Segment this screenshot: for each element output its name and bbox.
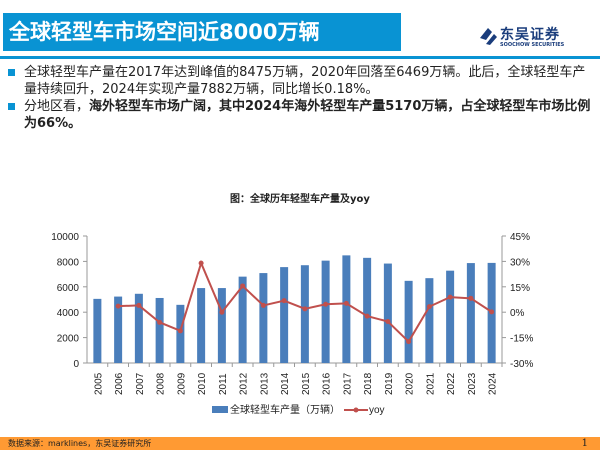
x-tick-label: 2012 [239,372,250,395]
bar-2016 [321,260,330,363]
yoy-point-2014 [281,298,287,304]
bar-2017 [342,255,351,363]
yoy-point-2009 [177,328,183,334]
bullet-text: 全球轻型车产量在2017年达到峰值的8475万辆，2020年回落至6469万辆。… [24,65,586,97]
bullet-square-icon [8,103,15,110]
x-tick-label: 2024 [488,372,499,395]
x-tick-label: 2019 [384,372,395,395]
yoy-point-2023 [468,295,474,301]
bar-2005 [93,298,102,363]
header-divider [0,56,600,59]
yoy-point-2012 [240,283,246,289]
bullet-bold-text: 海外轻型车市场广阔，其中2024年海外轻型车产量5170万辆，占全球轻型车市场比… [24,99,591,131]
x-tick-label: 2007 [135,372,146,395]
page-title: 全球轻型车市场空间近8000万辆 [3,13,401,51]
data-source: 数据来源：marklines，东吴证券研究所 [8,439,152,448]
x-tick-label: 2014 [280,372,291,395]
x-tick-label: 2013 [259,372,270,395]
bullet-2: 分地区看，海外轻型车市场广阔，其中2024年海外轻型车产量5170万辆，占全球轻… [6,98,596,132]
legend-line-label: yoy [369,405,385,416]
x-tick-label: 2010 [197,372,208,395]
soochow-logo: 东吴证券 SOOCHOW SECURITIES [478,24,593,50]
right-tick-label: 30% [510,257,530,268]
bar-2014 [280,267,289,363]
yoy-point-2024 [489,309,495,315]
right-tick-label: -30% [510,359,533,370]
x-tick-label: 2017 [342,372,353,395]
bar-2012 [238,276,247,363]
left-tick-label: 6000 [57,283,80,294]
bar-2013 [259,273,268,363]
footer: 数据来源：marklines，东吴证券研究所 1 [0,437,600,450]
bar-2006 [114,296,123,363]
page-number: 1 [581,438,588,449]
x-tick-label: 2006 [114,372,125,395]
bar-2018 [363,257,372,363]
yoy-point-2016 [323,301,329,307]
yoy-point-2008 [157,319,163,325]
logo-cn: 东吴证券 [500,27,560,43]
yoy-point-2019 [385,319,391,325]
left-tick-label: 0 [73,359,79,370]
legend-bar-swatch [212,406,228,413]
yoy-point-2018 [364,313,370,319]
x-tick-label: 2018 [363,372,374,395]
bullet-1: 全球轻型车产量在2017年达到峰值的8475万辆，2020年回落至6469万辆。… [6,64,596,98]
x-tick-label: 2016 [322,372,333,395]
bar-2020 [404,280,413,363]
bullet-text: 分地区看， [24,99,90,114]
x-tick-label: 2020 [405,372,416,395]
bar-2010 [197,288,206,363]
bar-2015 [300,265,309,363]
bar-2019 [383,263,392,363]
x-tick-label: 2015 [301,372,312,395]
yoy-point-2007 [136,302,142,308]
bar-2011 [217,288,226,363]
left-tick-label: 2000 [57,334,80,345]
legend-bar-label: 全球轻型车产量（万辆） [230,403,340,416]
yoy-point-2006 [115,303,121,309]
left-tick-label: 8000 [57,257,80,268]
left-tick-label: 10000 [51,232,79,243]
x-tick-label: 2021 [425,372,436,395]
bar-2007 [134,293,143,363]
x-tick-label: 2009 [176,372,187,395]
bar-2021 [425,278,434,363]
chart-title: 图：全球历年轻型车产量及yoy [230,194,370,205]
x-tick-label: 2008 [156,372,167,395]
left-tick-label: 4000 [57,308,80,319]
logo-en: SOOCHOW SECURITIES [500,42,565,48]
legend-line-marker [353,407,359,413]
yoy-point-2017 [343,300,349,306]
logo-mark-icon [480,28,497,45]
right-tick-label: 15% [510,283,530,294]
right-tick-label: 0% [510,308,525,319]
yoy-point-2013 [260,302,266,308]
bullet-square-icon [8,69,15,76]
yoy-point-2020 [406,339,412,345]
right-tick-label: 45% [510,232,530,243]
right-tick-label: -15% [510,334,533,345]
yoy-point-2015 [302,306,308,312]
x-tick-label: 2005 [93,372,104,395]
yoy-point-2010 [198,260,204,266]
yoy-point-2021 [426,304,432,310]
yoy-point-2011 [219,309,225,315]
bar-2009 [176,304,185,363]
x-tick-label: 2011 [218,373,229,395]
x-tick-label: 2022 [446,372,457,395]
bar-2022 [446,270,455,363]
bar-2023 [466,263,475,363]
bullet-list: 全球轻型车产量在2017年达到峰值的8475万辆，2020年回落至6469万辆。… [6,64,596,132]
x-tick-label: 2023 [467,372,478,395]
yoy-point-2022 [447,294,453,300]
bar-2008 [155,297,164,363]
